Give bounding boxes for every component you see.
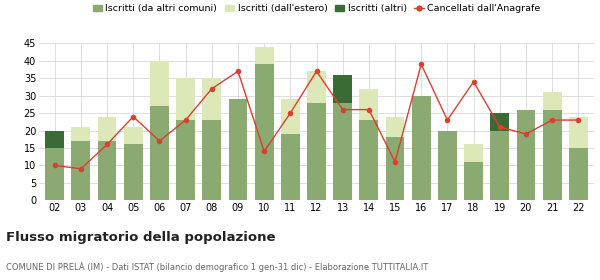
Bar bbox=[176, 78, 195, 120]
Bar bbox=[98, 141, 116, 200]
Bar bbox=[412, 96, 431, 200]
Bar bbox=[490, 130, 509, 200]
Legend: Iscritti (da altri comuni), Iscritti (dall'estero), Iscritti (altri), Cancellati: Iscritti (da altri comuni), Iscritti (da… bbox=[92, 4, 541, 13]
Bar bbox=[569, 148, 588, 200]
Bar bbox=[150, 61, 169, 106]
Bar bbox=[229, 99, 247, 200]
Bar bbox=[542, 109, 562, 200]
Bar bbox=[569, 116, 588, 148]
Bar bbox=[45, 148, 64, 200]
Bar bbox=[124, 127, 143, 144]
Bar bbox=[255, 47, 274, 64]
Bar bbox=[202, 78, 221, 120]
Bar bbox=[124, 144, 143, 200]
Bar bbox=[45, 141, 64, 148]
Bar bbox=[359, 89, 378, 120]
Bar bbox=[71, 127, 91, 141]
Text: COMUNE DI PRELÀ (IM) - Dati ISTAT (bilancio demografico 1 gen-31 dic) - Elaboraz: COMUNE DI PRELÀ (IM) - Dati ISTAT (bilan… bbox=[6, 262, 428, 272]
Bar bbox=[386, 137, 404, 200]
Bar bbox=[176, 120, 195, 200]
Bar bbox=[490, 113, 509, 130]
Bar bbox=[98, 116, 116, 141]
Bar bbox=[307, 103, 326, 200]
Bar bbox=[255, 64, 274, 200]
Bar bbox=[333, 89, 352, 103]
Bar bbox=[150, 106, 169, 200]
Bar bbox=[307, 71, 326, 103]
Bar bbox=[542, 92, 562, 109]
Bar bbox=[438, 130, 457, 200]
Bar bbox=[45, 130, 64, 148]
Bar bbox=[464, 162, 483, 200]
Text: Flusso migratorio della popolazione: Flusso migratorio della popolazione bbox=[6, 231, 275, 244]
Bar bbox=[517, 109, 535, 200]
Bar bbox=[333, 103, 352, 200]
Bar bbox=[71, 141, 91, 200]
Bar bbox=[464, 144, 483, 162]
Bar bbox=[281, 99, 300, 134]
Bar bbox=[359, 120, 378, 200]
Bar bbox=[202, 120, 221, 200]
Bar bbox=[333, 75, 352, 103]
Bar bbox=[386, 116, 404, 137]
Bar bbox=[281, 134, 300, 200]
